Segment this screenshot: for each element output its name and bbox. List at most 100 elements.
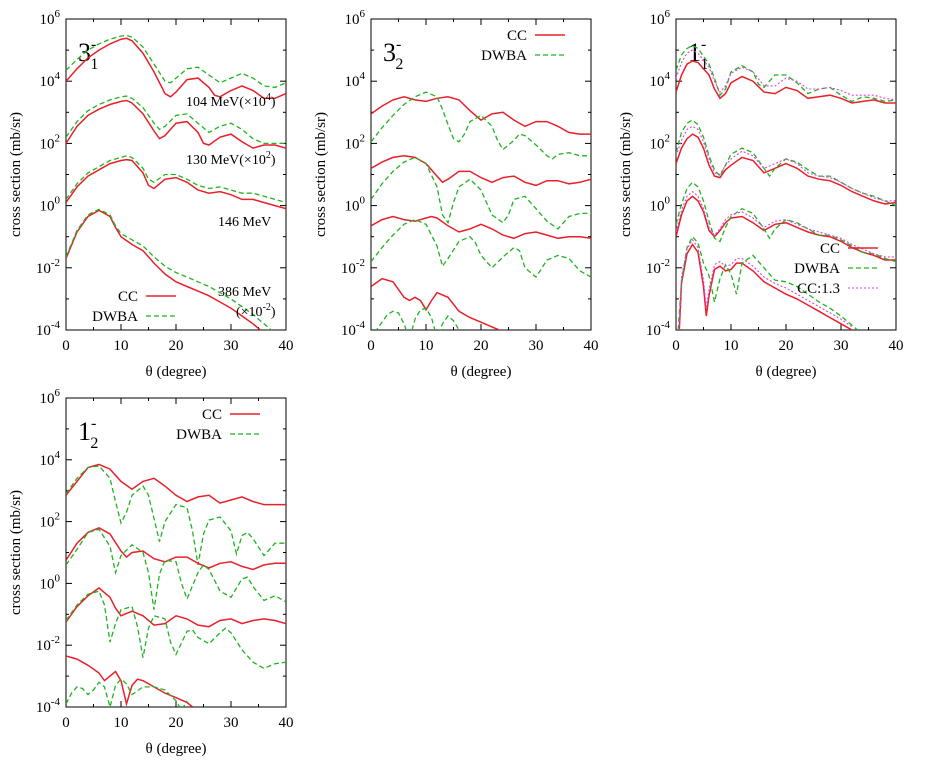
- y-tick-label: 10-2: [341, 257, 365, 277]
- series-dwba-curve: [677, 235, 858, 330]
- y-tick-label: 102: [650, 132, 671, 152]
- series-cc-curve: [66, 463, 286, 506]
- x-tick-label: 40: [279, 338, 294, 354]
- x-tick-label: 40: [889, 338, 904, 354]
- x-tick-label: 20: [474, 338, 489, 354]
- y-tick-label: 102: [40, 132, 61, 152]
- series-dwba-curve: [66, 465, 286, 566]
- y-tick-label: 10-4: [36, 696, 61, 716]
- y-tick-label: 10-2: [36, 634, 60, 654]
- y-tick-label: 100: [40, 572, 61, 592]
- legend-label: CC: [507, 28, 527, 44]
- x-tick-label: 0: [672, 338, 680, 354]
- legend-label: CC:1.3: [797, 281, 840, 297]
- series-cc13-curve: [676, 190, 896, 258]
- legend-label: DWBA: [794, 261, 840, 277]
- x-tick-label: 30: [224, 338, 239, 354]
- x-tick-label: 10: [419, 338, 434, 354]
- series-dwba-curve: [375, 307, 460, 330]
- y-axis-title: cross section (mb/sr): [8, 112, 24, 237]
- x-tick-label: 20: [779, 338, 794, 354]
- y-tick-label: 100: [650, 195, 671, 215]
- series-cc13-curve: [676, 49, 896, 101]
- x-tick-label: 40: [584, 338, 599, 354]
- y-tick-label: 10-4: [36, 319, 61, 339]
- series-cc-curve: [66, 587, 286, 628]
- series-dwba-curve: [66, 590, 286, 670]
- legend-label: CC: [820, 241, 840, 257]
- legend-label: DWBA: [481, 48, 527, 64]
- series-cc-curve: [371, 155, 591, 187]
- curves: [676, 44, 896, 330]
- series-cc-curve: [678, 243, 853, 330]
- state-label: 1-2: [78, 415, 98, 452]
- series-dwba-curve: [371, 91, 591, 160]
- y-axis-title: cross section (mb/sr): [8, 490, 24, 615]
- y-tick-label: 104: [40, 449, 61, 469]
- curves: [371, 91, 591, 330]
- x-tick-label: 10: [114, 715, 129, 731]
- x-tick-label: 0: [62, 338, 70, 354]
- energy-annotation: 386 MeV: [218, 285, 271, 300]
- y-tick-label: 104: [40, 70, 61, 90]
- x-axis-title: θ (degree): [146, 741, 207, 757]
- y-axis-title: cross section (mb/sr): [313, 112, 329, 237]
- curves: [66, 463, 286, 707]
- state-label: 3-1: [78, 36, 98, 73]
- series-dwba-curve: [66, 528, 286, 610]
- x-axis-title: θ (degree): [756, 364, 817, 380]
- series-cc-curve: [66, 158, 286, 210]
- series-dwba-curve: [371, 156, 591, 230]
- series-cc13-curve: [678, 238, 853, 330]
- x-tick-label: 20: [169, 338, 184, 354]
- x-axis-title: θ (degree): [451, 364, 512, 380]
- series-cc-curve: [676, 195, 896, 261]
- series-dwba-curve: [676, 44, 896, 103]
- y-axis-title: cross section (mb/sr): [618, 112, 634, 237]
- energy-annotation: 104 MeV(×104): [186, 92, 276, 110]
- series-cc-curve: [66, 655, 193, 707]
- x-tick-label: 30: [834, 338, 849, 354]
- curves: [66, 34, 286, 330]
- x-tick-label: 30: [529, 338, 544, 354]
- series-dwba-curve: [66, 155, 286, 204]
- series-cc-curve: [676, 60, 896, 104]
- series-dwba-curve: [66, 95, 286, 145]
- series-dwba-curve: [66, 208, 273, 330]
- state-label: 3-2: [383, 36, 403, 73]
- series-dwba-curve: [371, 218, 591, 279]
- series-cc-curve: [66, 526, 286, 571]
- y-tick-label: 102: [345, 132, 366, 152]
- legend-label: DWBA: [176, 427, 222, 443]
- series-cc-curve: [371, 215, 591, 240]
- series-cc-curve: [676, 133, 896, 205]
- x-tick-label: 40: [279, 715, 294, 731]
- plot-frame: [370, 18, 592, 331]
- y-tick-label: 106: [40, 8, 61, 28]
- legend-label: DWBA: [92, 309, 138, 325]
- y-tick-label: 106: [345, 8, 366, 28]
- energy-annotation: 130 MeV(×102): [186, 150, 276, 168]
- series-cc-curve: [66, 37, 286, 100]
- panel-p1: 0 10 20 30 40 10-4 10-2 100 102 104 106 θ (degree) c…: [8, 8, 294, 380]
- y-tick-label: 104: [345, 70, 366, 90]
- panel-p4: 0 10 20 30 40 10-4 10-2 100 102 104 106 θ (degree) c…: [8, 387, 294, 757]
- series-cc-curve: [371, 96, 591, 135]
- panel-p3: 0 10 20 30 40 10-4 10-2 100 102 104 106 θ (degree) c…: [618, 8, 904, 380]
- legend-label: CC: [118, 289, 138, 305]
- series-dwba-curve: [66, 678, 188, 707]
- x-tick-label: 10: [114, 338, 129, 354]
- y-tick-label: 104: [650, 70, 671, 90]
- y-tick-label: 10-4: [646, 319, 671, 339]
- energy-annotation: 146 MeV: [218, 215, 271, 230]
- x-tick-label: 30: [224, 715, 239, 731]
- y-tick-label: 100: [40, 195, 61, 215]
- series-cc-curve: [66, 99, 286, 149]
- plot-frame: [65, 397, 287, 708]
- y-tick-label: 106: [650, 8, 671, 28]
- series-dwba-curve: [676, 181, 896, 263]
- y-tick-label: 10-4: [341, 319, 366, 339]
- series-dwba-curve: [676, 119, 896, 207]
- state-label: 1-1: [688, 36, 708, 73]
